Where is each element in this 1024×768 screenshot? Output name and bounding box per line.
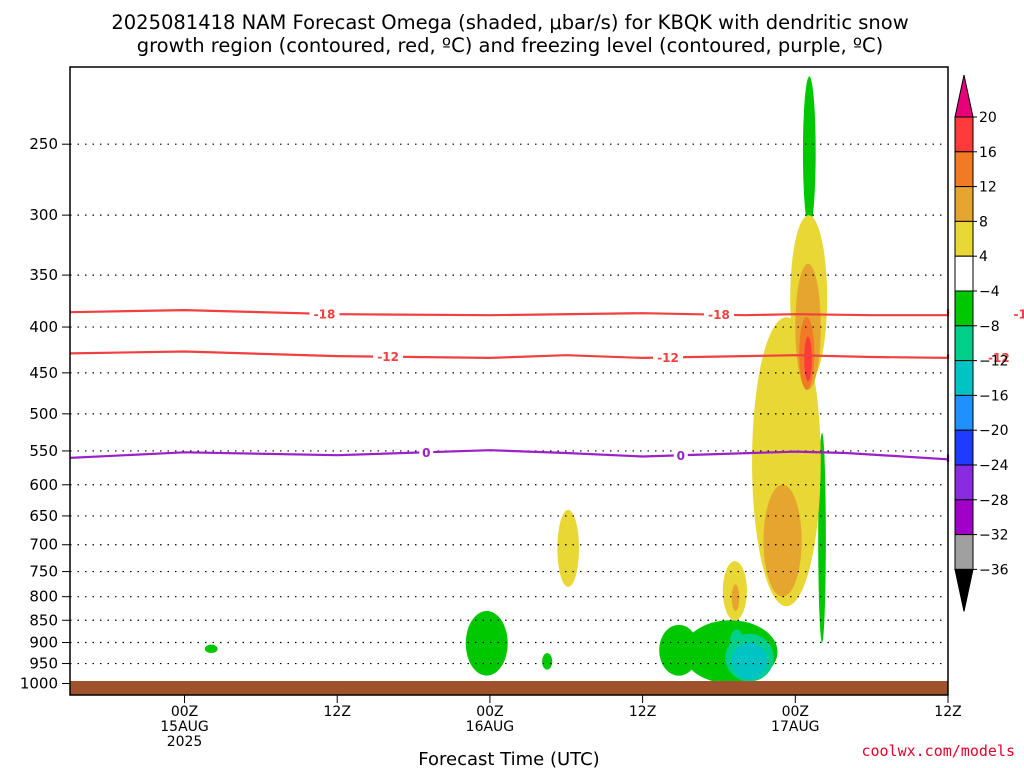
colorbar-label: −36 <box>979 562 1009 578</box>
x-tick-label: 00Z <box>171 704 198 720</box>
colorbar-label: −28 <box>979 493 1009 509</box>
y-tick-label: 300 <box>29 206 58 224</box>
contour-label: -12 <box>657 351 679 365</box>
omega-area <box>465 611 508 676</box>
omega-area <box>542 653 553 670</box>
y-tick-label: 900 <box>29 634 58 652</box>
colorbar-label: 20 <box>979 110 997 126</box>
colorbar: 20 16 12 8 4 −4 −8 −12 −16 −20 −24 −28 −32 −36 <box>954 74 1009 612</box>
colorbar-segment <box>954 290 974 327</box>
colorbar-label: 16 <box>979 145 997 161</box>
y-tick-label: 700 <box>29 536 58 554</box>
y-tick-label: 550 <box>29 442 58 460</box>
plot-area: -18-18-18-12-12-12000 <box>69 66 1024 696</box>
omega-area <box>804 336 812 382</box>
contour-label-bg <box>419 445 434 460</box>
x-tick-label: 12Z <box>629 704 656 720</box>
x-tick-label: 12Z <box>934 704 961 720</box>
colorbar-label: 8 <box>979 214 988 230</box>
omega-area <box>731 584 740 612</box>
x-tick-label: 00Z <box>476 704 503 720</box>
colorbar-label: −4 <box>979 284 1000 300</box>
x-tick-label: 00Z <box>782 704 809 720</box>
contour-label-bg <box>373 349 404 364</box>
colorbar-label: −16 <box>979 388 1009 404</box>
omega-shading <box>204 76 828 684</box>
y-tick-label: 950 <box>29 655 58 673</box>
colorbar-segment <box>954 360 974 396</box>
x-tick-label: 15AUG <box>160 719 209 735</box>
omega-area <box>731 642 768 680</box>
colorbar-segment <box>954 255 974 292</box>
omega-area <box>802 76 816 228</box>
omega-area <box>557 509 579 587</box>
colorbar-segment <box>954 325 974 362</box>
chart-subtitle: growth region (contoured, red, ºC) and f… <box>137 34 884 57</box>
colorbar-segment <box>954 429 974 466</box>
y-tick-label: 450 <box>29 364 58 382</box>
colorbar-label: 12 <box>979 180 997 196</box>
contour-label-bg <box>309 306 340 321</box>
y-tick-label: 750 <box>29 563 58 581</box>
contour-label-bg <box>653 350 684 365</box>
colorbar-label: −32 <box>979 528 1009 544</box>
y-tick-label: 350 <box>29 266 58 284</box>
contour-label-bg <box>703 307 734 322</box>
contour-label-bg <box>1009 307 1024 322</box>
y-tick-label: 800 <box>29 588 58 606</box>
y-tick-label: 500 <box>29 405 58 423</box>
contour-label: -12 <box>377 350 399 364</box>
y-tick-label: 650 <box>29 507 58 525</box>
contour-label-bg <box>983 350 1014 365</box>
omega-area <box>204 644 218 654</box>
x-axis-label: Forecast Time (UTC) <box>418 749 599 768</box>
colorbar-segment <box>954 116 974 153</box>
y-axis: 250 300 350 400 450 500 550 600 650 700 750 800 850 9… <box>20 135 70 693</box>
colorbar-label: −20 <box>979 423 1009 439</box>
colorbar-label: −8 <box>979 319 1000 335</box>
x-tick-label: 17AUG <box>771 719 820 735</box>
contour-label: -18 <box>314 307 336 321</box>
y-tick-label: 250 <box>29 135 58 153</box>
credit-text: coolwx.com/models <box>861 742 1015 760</box>
y-tick-label: 400 <box>29 318 58 336</box>
colorbar-segment <box>954 499 974 536</box>
colorbar-segment <box>954 151 974 188</box>
contour-label: 0 <box>677 449 685 463</box>
contour-lines: -18-18-18-12-12-12000 <box>69 306 1024 466</box>
colorbar-label: 4 <box>979 249 988 265</box>
colorbar-segment <box>954 534 974 570</box>
colorbar-segment <box>954 220 974 257</box>
contour-label: -18 <box>1014 308 1024 322</box>
contour-label: -12 <box>988 351 1010 365</box>
chart-title: 2025081418 NAM Forecast Omega (shaded, μ… <box>111 11 908 34</box>
terrain-fill <box>70 681 948 695</box>
contour-label: 0 <box>422 446 430 460</box>
omega-area <box>763 484 802 597</box>
x-tick-label: 16AUG <box>466 719 515 735</box>
colorbar-label: −12 <box>979 354 1009 370</box>
contour-label-bg <box>673 448 688 463</box>
y-tick-label: 600 <box>29 476 58 494</box>
colorbar-bottom-arrow <box>954 568 974 612</box>
colorbar-segment <box>954 186 974 222</box>
colorbar-segment <box>954 464 974 501</box>
colorbar-segment <box>954 394 974 431</box>
colorbar-label: −24 <box>979 458 1009 474</box>
colorbar-top-arrow <box>954 74 974 118</box>
y-tick-label: 850 <box>29 611 58 629</box>
x-tick-label: 12Z <box>324 704 351 720</box>
contour-label: -18 <box>708 308 730 322</box>
plot-frame <box>69 66 949 696</box>
y-tick-label: 1000 <box>20 675 58 693</box>
x-tick-label: 2025 <box>167 734 203 750</box>
